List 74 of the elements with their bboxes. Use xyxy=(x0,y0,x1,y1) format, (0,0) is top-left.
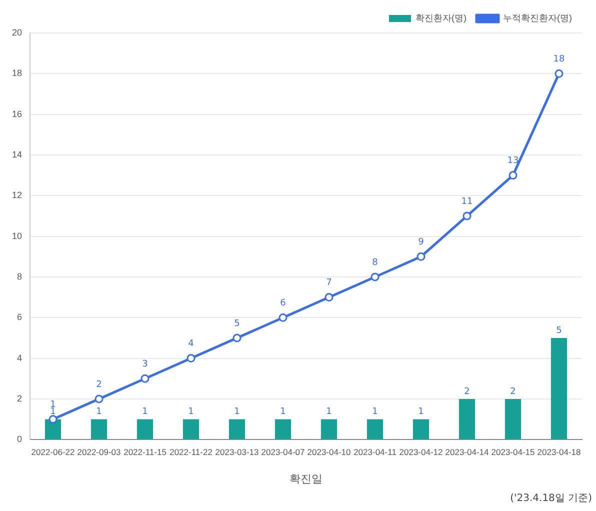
data-label: 18 xyxy=(553,54,565,65)
point xyxy=(48,415,58,424)
x-tick-label: 2023-04-07 xyxy=(261,447,306,458)
data-label: 8 xyxy=(372,258,378,268)
x-tick-label: 2023-04-12 xyxy=(399,447,444,458)
x-tick-label: 2023-04-11 xyxy=(354,447,397,458)
x-tick-label: 2023-04-15 xyxy=(491,447,536,458)
data-label: 1 xyxy=(372,407,378,418)
point xyxy=(462,212,472,220)
text: ('23.4.18일 기준) xyxy=(510,492,592,505)
x-tick-label: 2023-04-18 xyxy=(537,447,582,458)
x-axis-title: 확진일 xyxy=(290,473,323,486)
data-label: 1 xyxy=(50,407,56,418)
data-label: 11 xyxy=(461,196,473,207)
y-tick-label: 10 xyxy=(12,230,22,241)
y-tick-label: 20 xyxy=(12,27,22,38)
point xyxy=(554,69,564,78)
bar xyxy=(228,419,246,440)
point xyxy=(370,272,380,282)
y-tick-label: 4 xyxy=(16,352,22,363)
data-label: 6 xyxy=(280,298,286,308)
x-tick-label: 2023-04-10 xyxy=(307,447,352,458)
x-tick-label: 2022-09-03 xyxy=(77,447,122,458)
y-tick-label: 2 xyxy=(16,393,22,404)
bar xyxy=(274,419,292,440)
y-tick-label: 14 xyxy=(12,149,22,160)
y-tick-label: 0 xyxy=(16,434,22,444)
bar xyxy=(550,338,568,440)
data-label: 1 xyxy=(188,407,194,418)
x-tick-label: 2022-11-22 xyxy=(170,447,213,458)
data-label: 2 xyxy=(510,386,516,397)
point xyxy=(232,334,242,342)
x-tick-label: 2023-04-14 xyxy=(445,447,490,458)
x-tick-label: 2022-11-15 xyxy=(124,447,167,458)
data-label: 4 xyxy=(188,339,194,350)
data-label: 1 xyxy=(418,407,424,418)
point xyxy=(324,293,334,302)
point xyxy=(278,313,288,322)
y-tick-label: 6 xyxy=(16,312,22,322)
point xyxy=(508,171,518,180)
bar xyxy=(412,419,430,440)
point xyxy=(416,252,426,261)
legend-label: 확진환자(명) xyxy=(416,12,467,23)
data-label: 2 xyxy=(96,380,102,390)
bar xyxy=(136,419,154,440)
bar xyxy=(504,398,522,440)
point xyxy=(186,354,196,363)
data-label: 5 xyxy=(234,318,240,329)
data-label: 1 xyxy=(96,407,102,418)
data-label: 1 xyxy=(234,407,240,418)
bar xyxy=(44,419,62,440)
data-label: 1 xyxy=(280,407,286,418)
y-tick-label: 18 xyxy=(12,68,22,78)
data-label: 1 xyxy=(326,407,332,418)
y-tick-label: 12 xyxy=(12,190,22,200)
bar xyxy=(320,419,338,440)
bar xyxy=(366,419,384,440)
bar xyxy=(90,419,108,440)
x-tick-label: 2022-06-22 xyxy=(31,447,76,458)
legend-label: 누적확진환자(명) xyxy=(503,12,572,23)
bar xyxy=(182,419,200,440)
data-label: 1 xyxy=(142,407,148,418)
data-label: 13 xyxy=(507,156,519,166)
y-tick-label: 8 xyxy=(16,271,22,282)
point xyxy=(94,394,104,404)
data-label: 9 xyxy=(418,237,424,248)
data-label: 3 xyxy=(142,359,148,370)
x-tick-label: 2023-03-13 xyxy=(215,447,260,458)
y-tick-label: 16 xyxy=(12,108,22,119)
data-label: 5 xyxy=(556,326,562,336)
bar xyxy=(458,398,476,440)
data-label: 7 xyxy=(326,278,332,288)
data-label: 2 xyxy=(464,386,470,397)
point xyxy=(140,374,150,383)
